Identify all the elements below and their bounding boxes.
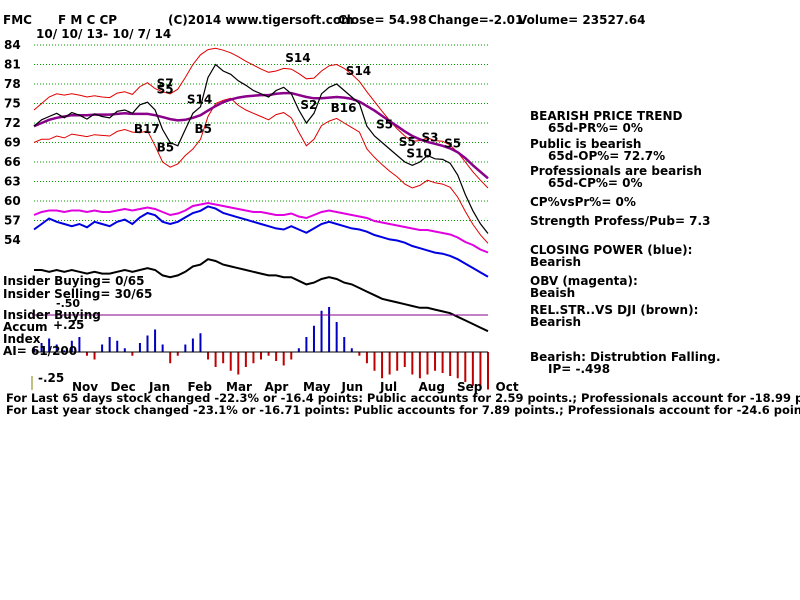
minus50-label: -.50 <box>56 297 81 310</box>
signal-s14: S14 <box>187 92 212 106</box>
y-tick-72: 72 <box>4 116 21 130</box>
accum-plus-label: +.25 <box>53 318 85 332</box>
closing-power-series <box>33 205 489 278</box>
y-tick-63: 63 <box>4 175 21 189</box>
strength-value: Strength Profess/Pub= 7.3 <box>530 214 711 228</box>
insider-buying-label: Insider Buying <box>3 308 101 322</box>
signal-s5: S5 <box>157 83 174 97</box>
cpvspr-value: CP%vsPr%= 0% <box>530 195 636 209</box>
price-line <box>33 63 489 234</box>
y-tick-69: 69 <box>4 136 21 150</box>
price-gridlines <box>34 44 488 221</box>
y-tick-60: 60 <box>4 194 21 208</box>
x-tick-oct: Oct <box>496 380 519 394</box>
y-tick-75: 75 <box>4 97 21 111</box>
signal-s5: S5 <box>376 118 393 132</box>
x-tick-jan: Jan <box>148 380 170 394</box>
signal-s5: S5 <box>399 135 416 149</box>
y-tick-84: 84 <box>4 38 21 52</box>
distribution-text: Bearish: Distrubtion Falling. <box>530 350 721 364</box>
relstr-value: Bearish <box>530 315 582 329</box>
insider-selling-count: Insider Selling= 30/65 <box>3 287 153 301</box>
x-tick-jul: Jul <box>379 380 397 394</box>
professionals-status: Professionals are bearish <box>530 164 702 178</box>
signal-s10: S10 <box>406 146 431 160</box>
signal-s7: S7 <box>157 77 174 91</box>
x-tick-mar: Mar <box>226 380 252 394</box>
op-value: 65d-OP%= 72.7% <box>548 149 666 163</box>
ip-value: IP= -.498 <box>548 362 611 376</box>
obv-title: OBV (magenta): <box>530 274 638 288</box>
y-tick-66: 66 <box>4 155 21 169</box>
close-value: Close= 54.98 <box>338 13 427 27</box>
x-tick-sep: Sep <box>457 380 483 394</box>
public-status: Public is bearish <box>530 137 642 151</box>
x-tick-apr: Apr <box>265 380 289 394</box>
bollinger-bands <box>33 47 489 244</box>
x-tick-jun: Jun <box>341 380 364 394</box>
y-tick-81: 81 <box>4 58 21 72</box>
volume-value: Volume= 23527.64 <box>518 13 646 27</box>
moving-average <box>33 91 489 180</box>
closing-power-value: Bearish <box>530 255 582 269</box>
accum-label: Accum <box>3 320 48 334</box>
relstr-title: REL.STR..VS DJI (brown): <box>530 303 699 317</box>
pr-value: 65d-PR%= 0% <box>548 121 643 135</box>
price-series <box>33 63 489 234</box>
cp-value: 65d-CP%= 0% <box>548 176 643 190</box>
signal-s2: S2 <box>300 98 317 112</box>
signal-b17: B17 <box>134 122 160 136</box>
signal-s3: S3 <box>421 131 438 145</box>
x-tick-aug: Aug <box>419 380 445 394</box>
y-tick-78: 78 <box>4 77 21 91</box>
footer-line-year: For Last year stock changed -23.1% or -1… <box>6 403 800 417</box>
insider-buying-count: Insider Buying= 0/65 <box>3 274 145 288</box>
accum-index-bars <box>33 307 489 390</box>
signal-b5: B5 <box>157 141 175 155</box>
y-tick-54: 54 <box>4 233 21 247</box>
x-tick-may: May <box>303 380 331 394</box>
x-tick-labels: Nov Dec Jan Feb Mar Apr May Jun Jul Aug Sep Oct <box>72 380 519 394</box>
obv-series <box>33 201 489 254</box>
relstr-series <box>34 258 489 333</box>
moving-average-line <box>33 91 489 180</box>
x-tick-feb: Feb <box>188 380 213 394</box>
y-tick-labels: 84 81 78 75 72 69 66 63 60 57 54 <box>4 38 21 247</box>
signal-s14: S14 <box>346 64 371 78</box>
trend-title: BEARISH PRICE TREND <box>530 109 683 123</box>
copyright: (C)2014 www.tigersoft.com <box>168 13 354 27</box>
ai-label: AI= 61/200 <box>3 344 78 358</box>
closing-power-line <box>33 205 489 278</box>
company-name: F M C CP <box>58 13 118 27</box>
signal-s14: S14 <box>285 51 310 65</box>
signal-b16: B16 <box>331 101 357 115</box>
minus25-label: -.25 <box>38 371 65 385</box>
ticker-symbol: FMC <box>3 13 32 27</box>
obv-line <box>33 201 489 254</box>
index-label: Index <box>3 332 41 346</box>
lower-band-line <box>33 97 489 244</box>
footer-line-65d: For Last 65 days stock changed -22.3% or… <box>6 391 800 405</box>
closing-power-title: CLOSING POWER (blue): <box>530 243 693 257</box>
date-range: 10/ 10/ 13- 10/ 7/ 14 <box>36 27 172 41</box>
upper-band-line <box>33 47 489 189</box>
signal-s5: S5 <box>444 136 461 150</box>
x-tick-dec: Dec <box>111 380 136 394</box>
change-value: Change=-2.01 <box>428 13 524 27</box>
signal-b5: B5 <box>194 122 212 136</box>
x-tick-nov: Nov <box>72 380 98 394</box>
obv-value: Beaish <box>530 286 576 300</box>
y-tick-57: 57 <box>4 214 21 228</box>
relstr-line <box>34 258 489 333</box>
